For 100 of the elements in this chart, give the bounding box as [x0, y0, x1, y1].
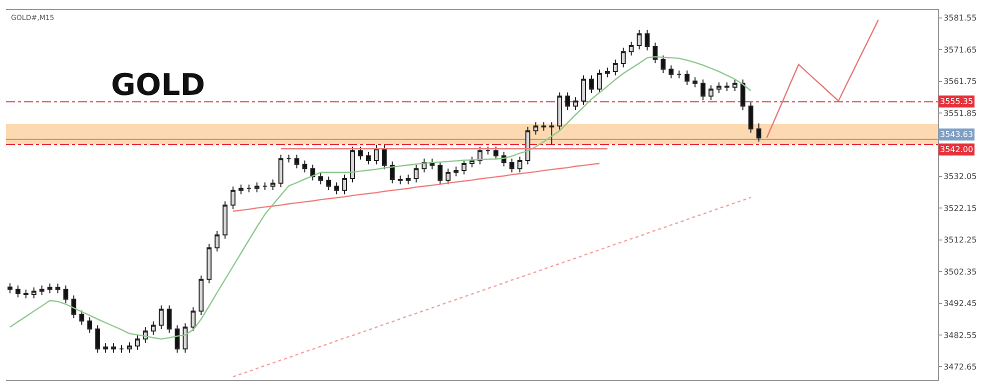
candlestick	[406, 174, 411, 185]
candlestick	[127, 342, 132, 354]
candlestick	[660, 54, 666, 74]
candlestick	[47, 283, 52, 294]
y-tick-label: 3532.05	[944, 172, 977, 182]
candlestick	[517, 156, 522, 173]
candlestick	[103, 342, 108, 354]
candlestick	[63, 285, 68, 304]
y-tick-label: 3581.55	[944, 14, 977, 23]
candlestick	[549, 122, 554, 146]
candlestick	[366, 151, 371, 165]
candlestick	[246, 184, 252, 193]
candlestick	[334, 182, 340, 195]
candlestick	[310, 164, 316, 181]
candlestick	[573, 96, 578, 110]
candlestick	[87, 316, 92, 334]
y-tick-label: 3551.85	[944, 108, 977, 118]
candlestick	[732, 79, 738, 92]
candlestick	[541, 122, 546, 132]
candlestick	[557, 92, 562, 130]
candlestick	[302, 160, 308, 173]
candlestick	[684, 70, 690, 86]
candlestick	[446, 168, 451, 185]
candlestick	[294, 154, 300, 169]
candlestick	[589, 74, 594, 94]
y-tick-label: 3482.55	[944, 330, 977, 340]
candlestick	[262, 182, 268, 191]
candlestick	[342, 174, 347, 195]
candlestick	[222, 200, 228, 240]
ref-line-label: 3542.00	[940, 145, 974, 154]
candlestick	[676, 70, 682, 79]
candlestick	[278, 154, 284, 188]
candlestick	[644, 29, 650, 51]
candlestick	[31, 286, 36, 299]
candlestick	[230, 186, 236, 210]
candlestick	[326, 176, 332, 191]
candlestick	[111, 342, 116, 354]
candlestick	[8, 282, 12, 294]
candlestick	[374, 144, 379, 165]
candlestick	[628, 41, 634, 56]
candlestick	[740, 79, 746, 110]
candlestick	[438, 161, 443, 185]
candlestick	[286, 154, 292, 163]
candlestick	[493, 146, 498, 160]
candlestick	[716, 82, 722, 94]
candlestick	[16, 285, 20, 298]
candlestick	[668, 64, 674, 79]
candlestick	[700, 79, 706, 101]
candlestick	[214, 230, 220, 252]
candlestick	[636, 29, 642, 50]
candlestick	[150, 320, 156, 336]
candlestick	[509, 158, 514, 173]
candlestick	[134, 334, 140, 350]
candlestick	[756, 122, 762, 142]
candlestick	[454, 166, 459, 177]
text: GOLD	[111, 68, 206, 103]
candlestick	[198, 275, 204, 316]
candlestick	[398, 175, 403, 185]
ref-line-label: 3543.63	[940, 130, 974, 139]
candlestick	[350, 146, 355, 183]
candlestick	[724, 82, 730, 92]
candlestick	[119, 344, 124, 354]
candlestick	[414, 164, 419, 183]
candlestick	[95, 324, 100, 354]
candlestick	[748, 102, 754, 134]
candlestick	[158, 304, 164, 330]
candlestick	[565, 92, 570, 110]
y-tick-label: 3561.75	[944, 77, 977, 86]
line-series	[232, 162, 600, 212]
y-tick-label: 3492.45	[944, 299, 977, 308]
y-tick-label: 3512.25	[944, 236, 977, 245]
candlestick	[270, 178, 276, 191]
candlestick	[318, 172, 324, 185]
candlestick	[382, 144, 387, 170]
y-tick-label: 3472.65	[944, 362, 977, 372]
line-series	[9, 56, 752, 340]
candlestick	[462, 159, 466, 175]
candlestick	[190, 306, 196, 332]
candlestick	[358, 146, 363, 160]
y-tick-label: 3502.35	[944, 267, 977, 276]
candlestick	[485, 146, 490, 155]
candlestick	[533, 122, 538, 136]
candlestick	[470, 156, 474, 168]
candlestick	[581, 74, 586, 106]
y-tick-label: 3571.65	[944, 45, 977, 54]
candlestick	[55, 283, 60, 294]
candlestick	[206, 243, 212, 284]
candlestick	[612, 59, 618, 76]
candlestick	[166, 304, 172, 334]
line-series	[766, 19, 879, 138]
candlestick	[79, 310, 84, 326]
line-series	[232, 196, 752, 378]
candlestick	[692, 76, 698, 88]
candlestick	[23, 289, 28, 299]
ref-line-label: 3555.35	[940, 97, 974, 106]
candlestick	[254, 182, 260, 193]
candlestick	[708, 84, 714, 101]
candlestick	[390, 161, 395, 184]
candlestick	[604, 67, 610, 78]
candlestick	[39, 285, 44, 296]
